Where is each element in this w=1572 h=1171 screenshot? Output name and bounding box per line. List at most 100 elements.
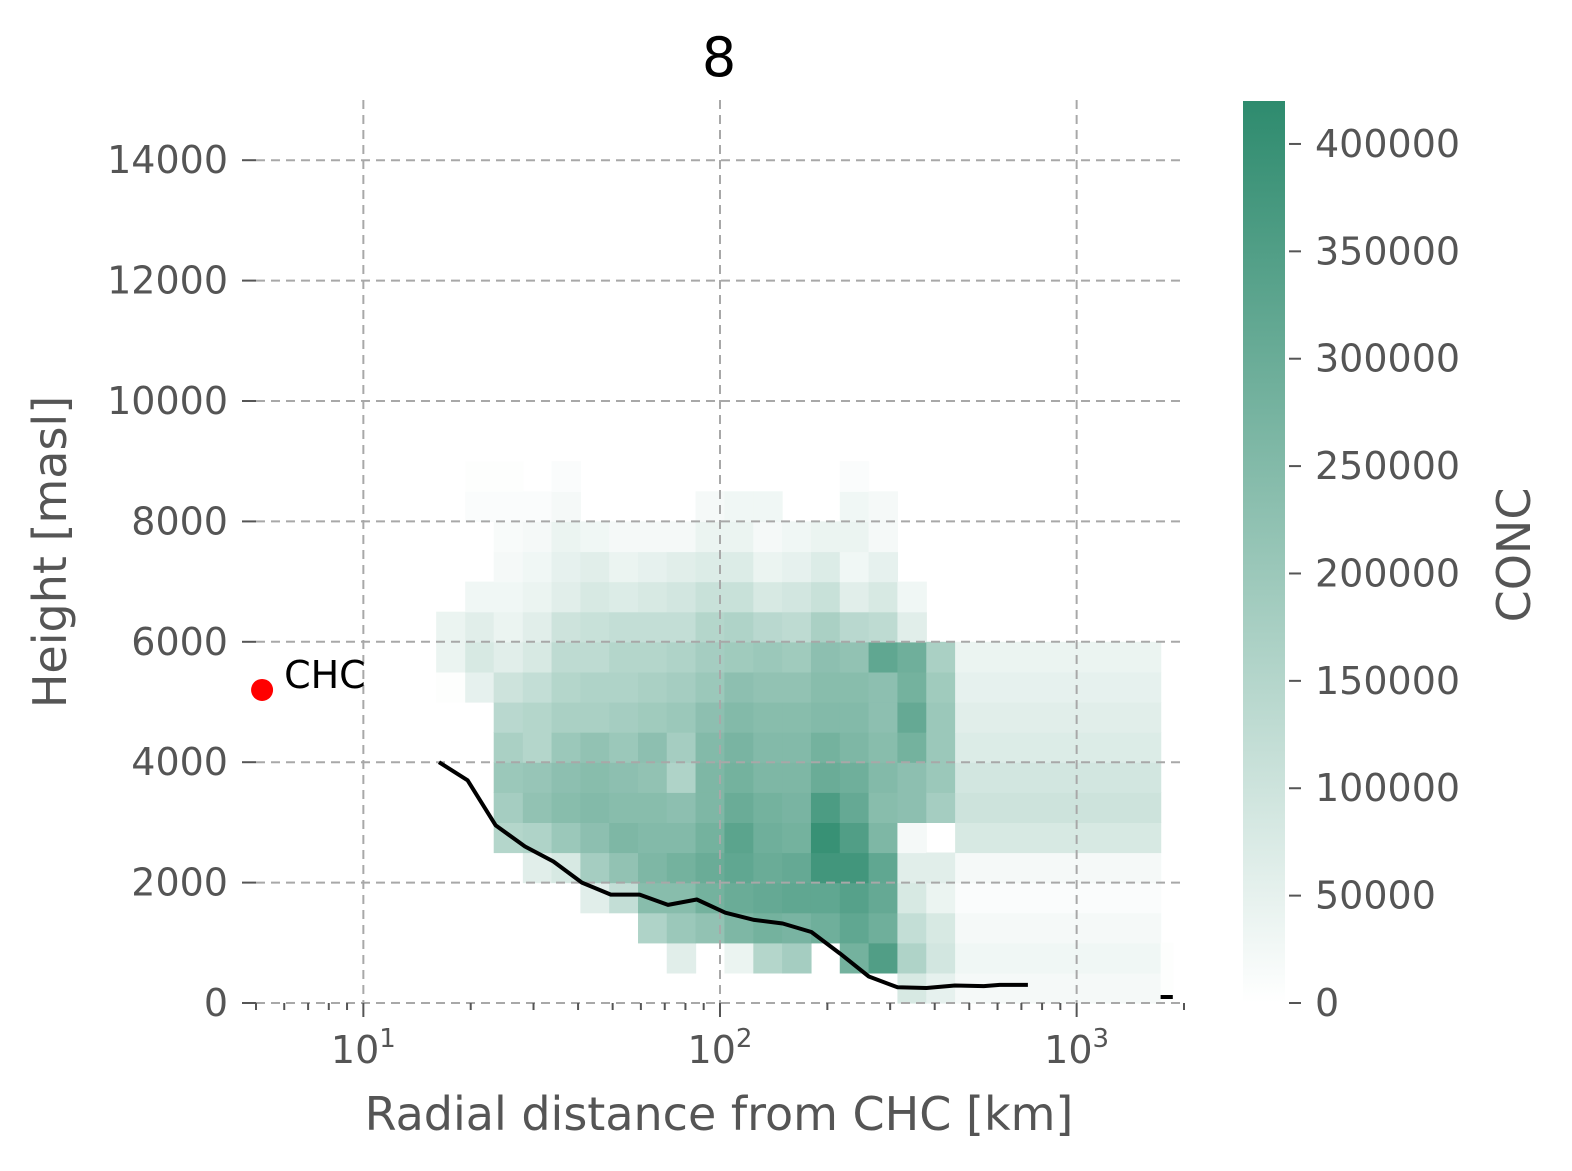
heatmap-cell: [666, 732, 697, 763]
heatmap-cell: [551, 822, 581, 854]
chart-title: 8: [702, 26, 736, 89]
heatmap-cell: [551, 461, 581, 492]
heatmap-cell: [493, 641, 524, 673]
profile-line: [437, 760, 1028, 990]
heatmap-cell: [580, 792, 610, 823]
heatmap-cell: [551, 702, 581, 733]
heatmap-cell: [782, 641, 812, 673]
heatmap-cell: [897, 762, 927, 793]
heatmap-cell: [897, 792, 927, 823]
site-marker: [251, 678, 274, 701]
heatmap-cell: [638, 581, 668, 613]
heatmap-cell: [638, 611, 668, 643]
heatmap-cell: [551, 611, 581, 643]
heatmap-cell: [666, 882, 697, 914]
heatmap-cell: [551, 671, 581, 703]
heatmap-cell: [810, 521, 841, 553]
heatmap-cell: [839, 611, 870, 643]
heatmap-cell: [724, 671, 754, 703]
y-tick-label: 12000: [107, 259, 228, 303]
heatmap-cell: [868, 491, 899, 522]
heatmap-cell: [638, 521, 668, 553]
heatmap-cell: [839, 912, 870, 944]
heatmap-cell: [868, 942, 899, 974]
heatmap-cell: [753, 671, 783, 703]
heatmap-cell: [724, 641, 754, 673]
heatmap-cell: [522, 491, 553, 522]
heatmap-cell: [522, 762, 553, 793]
heatmap-cell: [609, 521, 639, 553]
heatmap-cell: [839, 521, 870, 553]
heatmap-cell: [551, 792, 581, 823]
heatmap-cell: [522, 671, 553, 703]
heatmap-cell: [522, 732, 553, 763]
heatmap-cell: [724, 942, 754, 974]
heatmap-cell: [522, 792, 553, 823]
heatmap-cell: [955, 762, 1162, 793]
heatmap-cell: [580, 641, 610, 673]
heatmap-cell: [897, 611, 927, 643]
heatmap-cell: [436, 641, 466, 673]
heatmap-cell: [926, 762, 956, 793]
heatmap-cell: [897, 882, 927, 914]
heatmap-cell: [868, 641, 899, 673]
heatmap-cell: [724, 581, 754, 613]
heatmap-cell: [551, 491, 581, 522]
heatmap-cell: [782, 732, 812, 763]
heatmap-cell: [897, 822, 927, 854]
heatmap-cell: [609, 671, 639, 703]
heatmap-cell: [897, 581, 927, 613]
heatmap-cell: [810, 581, 841, 613]
heatmap-cell: [638, 551, 668, 583]
heatmap-cell: [609, 611, 639, 643]
heatmap-cell: [493, 581, 524, 613]
heatmap-cell: [724, 792, 754, 823]
heatmap-cell: [666, 671, 697, 703]
heatmap-cell: [810, 611, 841, 643]
heatmap-cell: [666, 822, 697, 854]
heatmap-cell: [666, 551, 697, 583]
heatmap-cell: [926, 852, 956, 884]
heatmap-cell: [810, 852, 841, 884]
heatmap-cell: [782, 581, 812, 613]
heatmap-cell: [551, 551, 581, 583]
heatmap-cell: [493, 671, 524, 703]
heatmap-cell: [666, 942, 697, 974]
heatmap-cell: [753, 611, 783, 643]
heatmap-cell: [493, 611, 524, 643]
heatmap-cell: [724, 852, 754, 884]
heatmap-cell: [666, 581, 697, 613]
heatmap-cell: [493, 461, 524, 492]
heatmap-cell: [839, 882, 870, 914]
heatmap-cell: [638, 671, 668, 703]
heatmap-cell: [782, 521, 812, 553]
heatmap-cell: [839, 641, 870, 673]
heatmap-cell: [609, 551, 639, 583]
heatmap-cell: [580, 852, 610, 884]
heatmap-cell: [493, 491, 524, 522]
heatmap-cell: [926, 882, 956, 914]
colorbar-tick-label: 200000: [1315, 551, 1460, 595]
heatmap-cell: [810, 551, 841, 583]
heatmap-cell: [753, 491, 783, 522]
colorbar: 0 50000 100000 150000 200000 250000 300000 3500…: [1243, 101, 1460, 1025]
heatmap-cell: [868, 732, 899, 763]
heatmap-cell: [580, 551, 610, 583]
heatmap-cell: [810, 702, 841, 733]
axis-ticks: 0 2000 4000 6000 8000 10000 12000 14000 101 102 10…: [107, 138, 1185, 1072]
heatmap-cell: [753, 942, 783, 974]
heatmap-cell: [638, 762, 668, 793]
heatmap-cell: [839, 702, 870, 733]
heatmap-cell: [551, 521, 581, 553]
colorbar-tick-label: 150000: [1315, 659, 1460, 703]
heatmap-cell: [551, 641, 581, 673]
heatmap-cell: [724, 732, 754, 763]
heatmap-cell: [897, 732, 927, 763]
heatmap-cell: [638, 702, 668, 733]
heatmap-cell: [638, 732, 668, 763]
heatmap-cell: [955, 702, 1162, 733]
heatmap-cell: [638, 912, 668, 944]
heatmap-cell: [609, 732, 639, 763]
heatmap-cell: [955, 792, 1162, 823]
heatmap-cell: [839, 461, 870, 492]
